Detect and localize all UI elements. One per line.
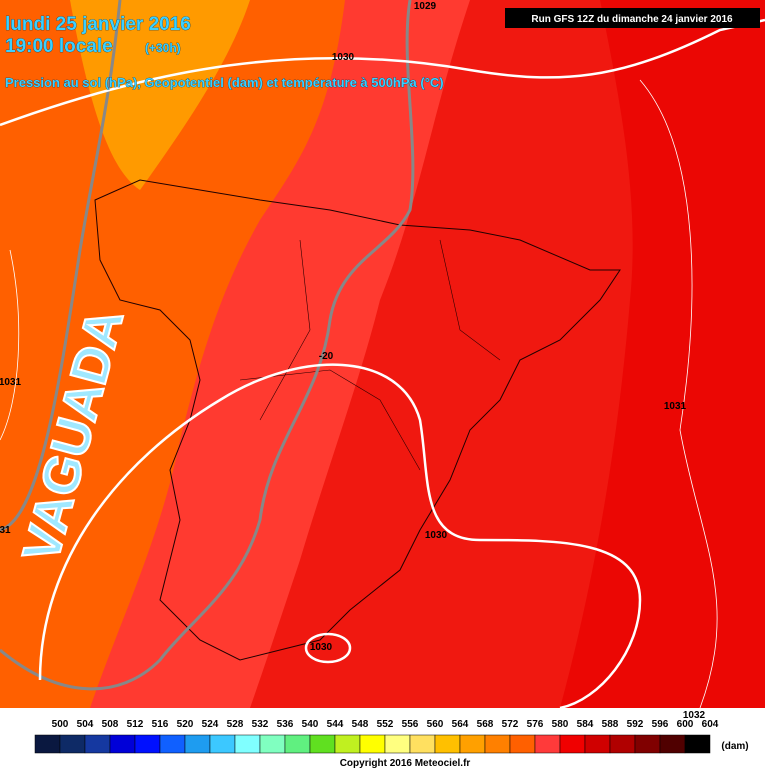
legend-swatch [584,734,611,754]
contour-label: 1030 [332,52,355,63]
contour-label: 1032 [683,710,706,721]
legend-swatch [184,734,211,754]
legend-swatch [384,734,411,754]
legend-label: 580 [552,719,569,730]
contour-label: 1030 [425,530,448,541]
contour-label: -20 [319,351,334,362]
legend-label: 572 [502,719,519,730]
subtitle: Pression au sol (hPa), Geopotentiel (dam… [5,75,444,90]
legend-label: 584 [577,719,594,730]
isobar [0,18,765,127]
coastline [94,179,621,661]
legend-label: 568 [477,719,494,730]
legend-label: 528 [227,719,244,730]
contour-labels: 1029 1030 1031 31 -20 1031 1030 1030 1032 [0,1,706,721]
legend-label: 552 [377,719,394,730]
date: lundi 25 janvier 2016 [5,14,191,35]
legend-swatch [459,734,486,754]
legend-label: 508 [102,719,119,730]
legend-label: 500 [52,719,69,730]
contour-label: 1029 [414,1,437,12]
legend-label: 604 [702,719,719,730]
isobar [38,363,642,710]
legend-label: 516 [152,719,169,730]
legend-swatch [659,734,686,754]
legend-swatch [284,734,311,754]
legend-label: 520 [177,719,194,730]
legend-label: 540 [302,719,319,730]
legend-swatch [509,734,536,754]
contour-label: 1030 [310,642,333,653]
legend-swatch [234,734,261,754]
borders [239,239,501,471]
legend-label: 600 [677,719,694,730]
legend-label: 512 [127,719,144,730]
legend-swatch [109,734,136,754]
time: 19:00 locale [5,36,113,57]
legend-swatch [409,734,436,754]
copyright: Copyright 2016 Meteociel.fr [340,758,471,769]
legend-swatch [209,734,236,754]
legend-swatch [134,734,161,754]
legend-label: 576 [527,719,544,730]
legend-label: 564 [452,719,469,730]
legend-swatch [559,734,586,754]
run-info: Run GFS 12Z du dimanche 24 janvier 2016 [531,14,733,25]
legend-label: 592 [627,719,644,730]
lead-time: (+30h) [145,41,181,55]
legend-swatch [359,734,386,754]
legend-label: 556 [402,719,419,730]
legend-swatch [684,734,711,754]
legend-swatch [259,734,286,754]
legend-swatch [609,734,636,754]
legend-label: 560 [427,719,444,730]
isobar-thin [0,79,718,709]
contour-label: 1031 [664,401,687,412]
legend-swatch [59,734,86,754]
legend-unit: (dam) [721,741,748,752]
legend-swatch [534,734,561,754]
legend-swatch [34,734,61,754]
run-box [505,8,760,28]
contour-label: 1031 [0,377,22,388]
legend: 500 504 508 512 516 520 524 528 532 536 540 544 548 5… [34,719,719,754]
legend-swatch [634,734,661,754]
legend-swatch [434,734,461,754]
legend-label: 596 [652,719,669,730]
legend-label: 536 [277,719,294,730]
legend-swatch [309,734,336,754]
legend-label: 588 [602,719,619,730]
contour-label: 31 [0,525,11,536]
legend-label: 532 [252,719,269,730]
legend-label: 548 [352,719,369,730]
legend-swatch [159,734,186,754]
legend-swatch [334,734,361,754]
zone-572 [0,0,345,708]
legend-swatch [484,734,511,754]
legend-label: 524 [202,719,219,730]
legend-label: 504 [77,719,94,730]
isobar [304,632,352,664]
zone-584 [560,0,765,708]
legend-label: 544 [327,719,344,730]
legend-swatch [84,734,111,754]
